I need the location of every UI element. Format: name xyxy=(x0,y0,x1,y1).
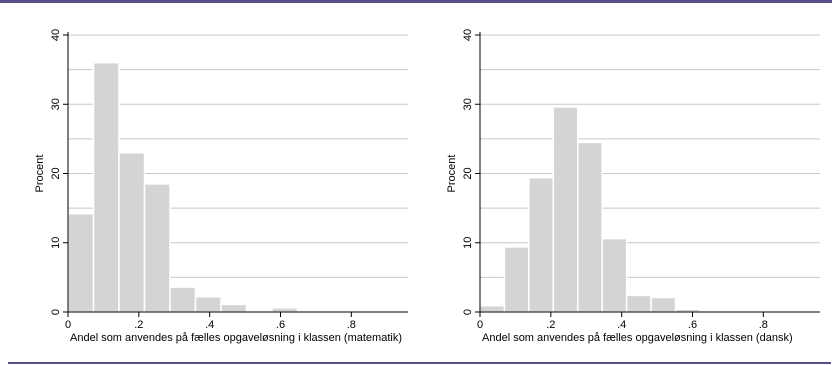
y-tick-label: 30 xyxy=(462,98,474,110)
histogram-bar xyxy=(650,296,677,313)
histogram-bar xyxy=(625,294,652,313)
y-tick-label: 10 xyxy=(462,237,474,249)
y-axis-title: Procent xyxy=(34,155,46,193)
histogram-bar xyxy=(143,183,171,313)
x-axis-title: Andel som anvendes på fælles opgaveløsni… xyxy=(70,332,402,344)
x-tick-label: .2 xyxy=(134,319,143,331)
y-tick-label: 10 xyxy=(50,237,62,249)
y-tick-label: 30 xyxy=(50,98,62,110)
histogram-bar xyxy=(169,286,197,313)
histogram-bar xyxy=(271,307,299,313)
histogram-bar xyxy=(577,141,603,313)
histogram-dansk: 0 10 20 30 40 0 .2 .4 .6 .8 Procent Andel som anven… xyxy=(446,29,820,344)
histogram-bar xyxy=(503,246,530,313)
histogram-bar xyxy=(528,176,555,313)
histogram-bar xyxy=(67,212,95,313)
x-tick-label: .8 xyxy=(759,319,768,331)
histogram-bar xyxy=(479,305,506,313)
histogram-bar xyxy=(601,237,628,313)
histogram-bar xyxy=(118,151,146,313)
chart-panel-dansk: 0 10 20 30 40 0 .2 .4 .6 .8 Procent Andel som anven… xyxy=(420,8,826,358)
x-axis-title: Andel som anvendes på fælles opgaveløsni… xyxy=(482,332,793,344)
histogram-bar xyxy=(220,303,248,313)
histogram-matematik: 0 10 20 30 40 0 .2 .4 .6 .8 Procent Andel som anven… xyxy=(34,29,408,344)
x-tick-label: .6 xyxy=(276,319,285,331)
chart-panel-matematik: 0 10 20 30 40 0 .2 .4 .6 .8 Procent Andel som anven… xyxy=(8,8,414,358)
y-tick-label: 0 xyxy=(462,309,474,315)
top-rule xyxy=(0,0,832,3)
y-tick-label: 40 xyxy=(462,29,474,41)
y-axis-title: Procent xyxy=(446,155,458,193)
x-tick-label: 0 xyxy=(65,319,71,331)
y-tick-label: 20 xyxy=(462,167,474,179)
x-tick-label: .6 xyxy=(688,319,697,331)
x-tick-label: 0 xyxy=(477,319,483,331)
histogram-bar xyxy=(92,61,120,313)
x-tick-label: .8 xyxy=(347,319,356,331)
bottom-rule xyxy=(8,362,831,364)
y-tick-label: 40 xyxy=(50,29,62,41)
x-tick-label: .4 xyxy=(617,319,626,331)
y-tick-label: 20 xyxy=(50,167,62,179)
x-tick-label: .4 xyxy=(205,319,214,331)
histogram-bar xyxy=(194,296,222,313)
histogram-bar xyxy=(552,106,579,313)
y-tick-label: 0 xyxy=(50,309,62,315)
x-tick-label: .2 xyxy=(546,319,555,331)
